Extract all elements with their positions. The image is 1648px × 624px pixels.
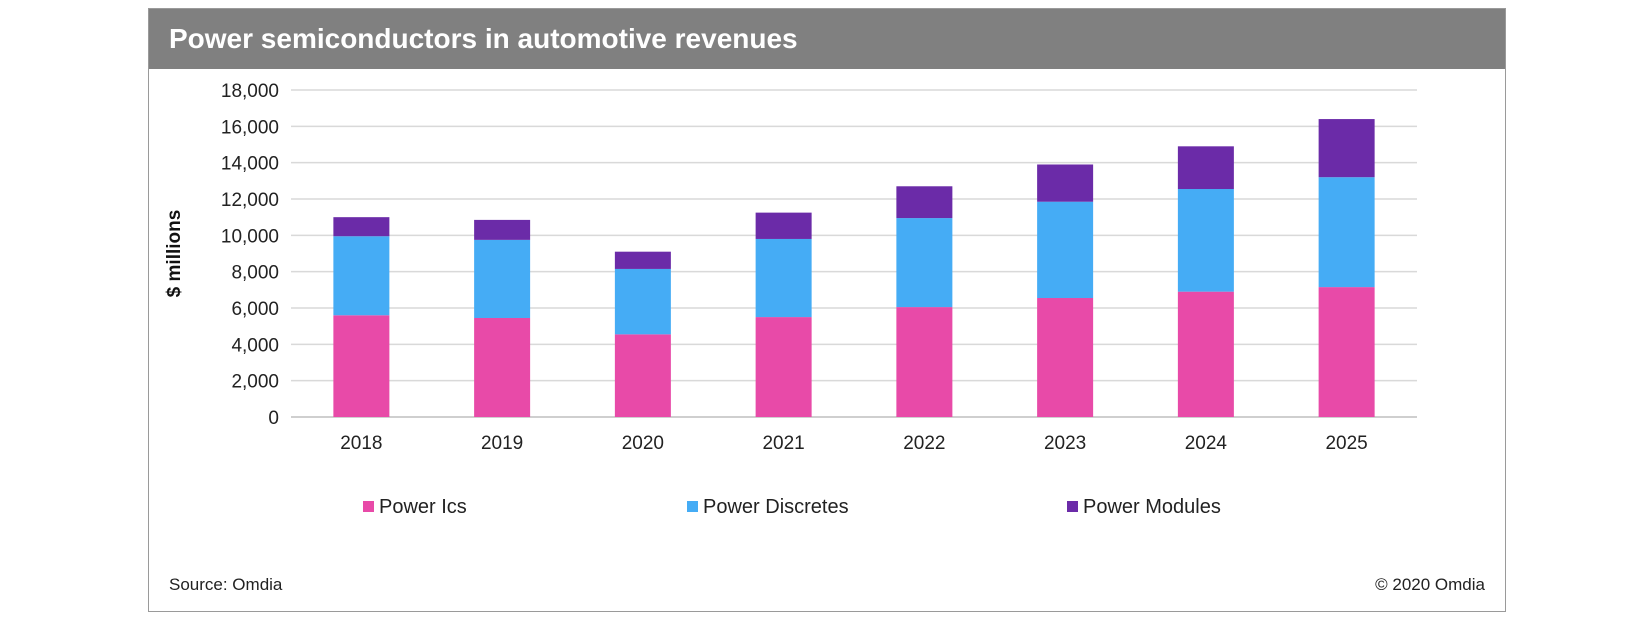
legend-label: Power Ics <box>379 496 467 518</box>
y-tick-label: 10,000 <box>221 226 279 247</box>
bar-segment <box>614 334 671 417</box>
y-axis-title: $ millions <box>164 210 185 298</box>
x-tick-label: 2025 <box>1325 433 1367 454</box>
x-tick-label: 2018 <box>340 433 382 454</box>
bar-segment <box>896 218 953 308</box>
bar-segment <box>1037 164 1094 202</box>
bar-segment <box>896 307 953 417</box>
x-tick-label: 2023 <box>1044 433 1086 454</box>
bar-segment <box>1318 119 1375 178</box>
y-tick-label: 14,000 <box>221 154 279 175</box>
legend-label: Power Discretes <box>703 496 849 518</box>
x-tick-label: 2019 <box>481 433 523 454</box>
bar-segment <box>1037 201 1094 299</box>
bar-segment <box>614 251 671 269</box>
y-tick-label: 12,000 <box>221 190 279 211</box>
title-bar: Power semiconductors in automotive reven… <box>149 9 1505 69</box>
bar-segment <box>474 317 531 417</box>
bar-segment <box>755 317 812 417</box>
legend-swatch <box>687 501 698 512</box>
y-tick-label: 16,000 <box>221 117 279 138</box>
bar-segment <box>1177 189 1234 292</box>
bar-segment <box>1318 287 1375 417</box>
bar-segment <box>474 219 531 240</box>
bar-segment <box>1318 177 1375 288</box>
chart-frame: Power semiconductors in automotive reven… <box>148 8 1506 612</box>
x-tick-label: 2021 <box>762 433 804 454</box>
chart-title: Power semiconductors in automotive reven… <box>169 23 798 54</box>
bar-segment <box>333 236 390 316</box>
legend-label: Power Modules <box>1083 496 1221 518</box>
x-tick-label: 2024 <box>1185 433 1228 454</box>
chart-canvas: 0 2,000 4,000 6,000 8,000 10,000 12,000 14,000 1… <box>164 81 1417 518</box>
bar-segment <box>333 315 390 417</box>
y-tick-label: 8,000 <box>231 263 279 284</box>
bar-segment <box>614 268 671 335</box>
bar-segment <box>896 186 953 219</box>
y-tick-label: 0 <box>268 408 279 429</box>
bar-segment <box>1037 298 1094 417</box>
y-tick-label: 2,000 <box>231 372 279 393</box>
bar-segment <box>755 212 812 239</box>
legend-swatch <box>363 501 374 512</box>
copyright-note: © 2020 Omdia <box>1375 575 1485 594</box>
bar-segment <box>755 238 812 318</box>
source-note: Source: Omdia <box>169 575 283 594</box>
legend-swatch <box>1067 501 1078 512</box>
bar-segment <box>1177 146 1234 190</box>
y-tick-label: 18,000 <box>221 81 279 102</box>
bar-segment <box>474 239 531 318</box>
x-tick-label: 2020 <box>622 433 664 454</box>
x-tick-label: 2022 <box>903 433 945 454</box>
y-tick-label: 6,000 <box>231 299 279 320</box>
bar-segment <box>1177 291 1234 417</box>
y-tick-label: 4,000 <box>231 335 279 356</box>
bar-segment <box>333 217 390 237</box>
